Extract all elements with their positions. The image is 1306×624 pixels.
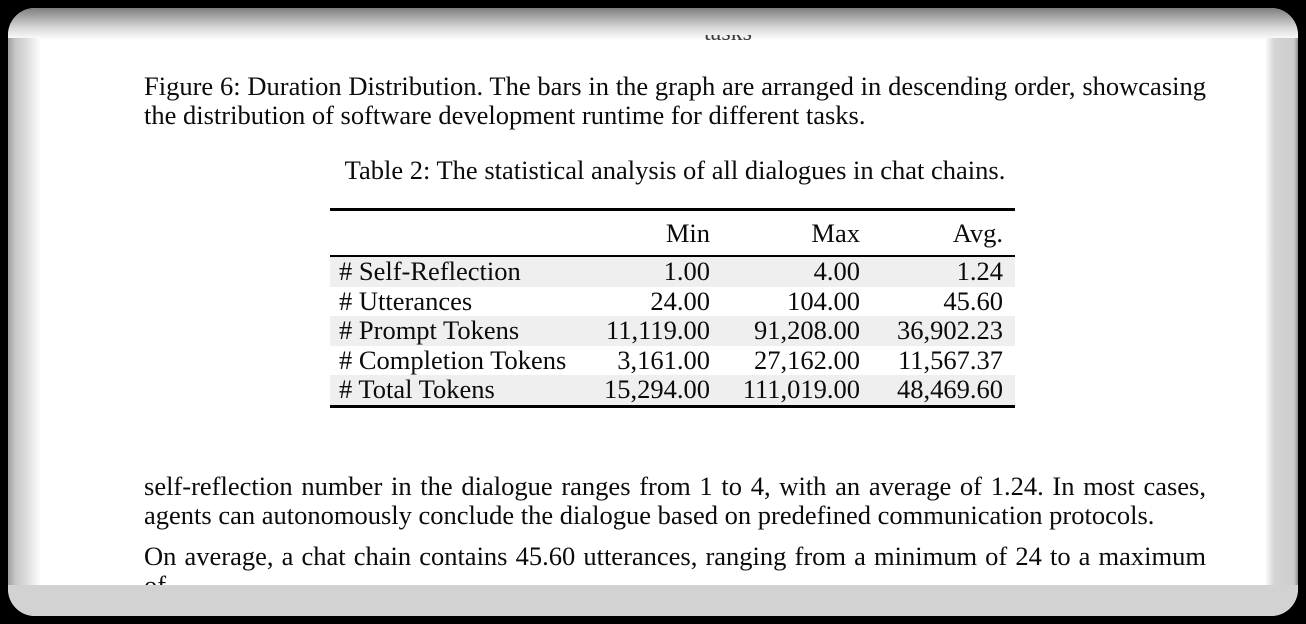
table-caption: Table 2: The statistical analysis of all…: [344, 155, 1006, 185]
paragraph-line: self-reflection number in the dialogue r…: [144, 471, 1206, 501]
header-max: Max: [811, 218, 860, 248]
row-label: # Self-Reflection: [339, 256, 521, 287]
cell-avg: 11,567.37: [897, 344, 1003, 375]
cell-max: 111,019.00: [742, 374, 860, 405]
paragraph-line: agents can autonomously conclude the dia…: [144, 500, 1155, 530]
cell-min: 3,161.00: [617, 344, 710, 375]
paper-page-viewport[interactable]: Figure 6: Duration Distribution. The bar…: [8, 8, 1298, 616]
page-content: Figure 6: Duration Distribution. The bar…: [8, 8, 1298, 617]
figure-caption-line: the distribution of software development…: [144, 100, 866, 130]
cell-avg: 45.60: [943, 285, 1003, 316]
table-row: # Utterances 24.00 104.00 45.60: [330, 285, 1015, 317]
cell-avg: 1.24: [956, 256, 1003, 287]
table-bottom-rule: [330, 404, 1015, 408]
body-paragraph-1: self-reflection number in the dialogue r…: [144, 472, 1206, 530]
table-row: # Completion Tokens 3,161.00 27,162.00 1…: [330, 344, 1015, 376]
figure-caption-line: Figure 6: Duration Distribution. The bar…: [144, 71, 1206, 101]
table-top-rule: [330, 208, 1015, 211]
row-label: # Completion Tokens: [339, 344, 567, 375]
cell-min: 11,119.00: [605, 315, 710, 346]
cell-min: 1.00: [663, 256, 710, 287]
table-row: # Prompt Tokens 11,119.00 91,208.00 36,9…: [330, 316, 1015, 346]
cell-min: 24.00: [650, 285, 710, 316]
row-label: # Total Tokens: [339, 374, 495, 405]
cell-avg: 48,469.60: [897, 374, 1003, 405]
cell-max: 27,162.00: [754, 344, 860, 375]
header-avg: Avg.: [952, 218, 1003, 248]
cell-max: 4.00: [813, 256, 860, 287]
table-header-row: Min Max Avg.: [330, 211, 1015, 255]
cell-max: 104.00: [787, 285, 860, 316]
row-label: # Utterances: [339, 285, 473, 316]
cell-min: 15,294.00: [604, 374, 710, 405]
axis-label-fragment: tasks: [648, 35, 808, 43]
cell-avg: 36,902.23: [897, 315, 1003, 346]
statistics-table: Min Max Avg. # Self-Reflection 1.00 4.00…: [330, 208, 1015, 408]
row-label: # Prompt Tokens: [339, 315, 520, 346]
table-row: # Self-Reflection 1.00 4.00 1.24: [330, 257, 1015, 287]
cell-max: 91,208.00: [754, 315, 860, 346]
figure-caption: Figure 6: Duration Distribution. The bar…: [144, 72, 1206, 130]
table-row: # Total Tokens 15,294.00 111,019.00 48,4…: [330, 375, 1015, 405]
header-min: Min: [665, 218, 710, 248]
bottom-gray-band: [8, 585, 1298, 616]
clipped-chart-axis-label: tasks: [648, 35, 808, 43]
table-mid-rule: [330, 255, 1015, 257]
